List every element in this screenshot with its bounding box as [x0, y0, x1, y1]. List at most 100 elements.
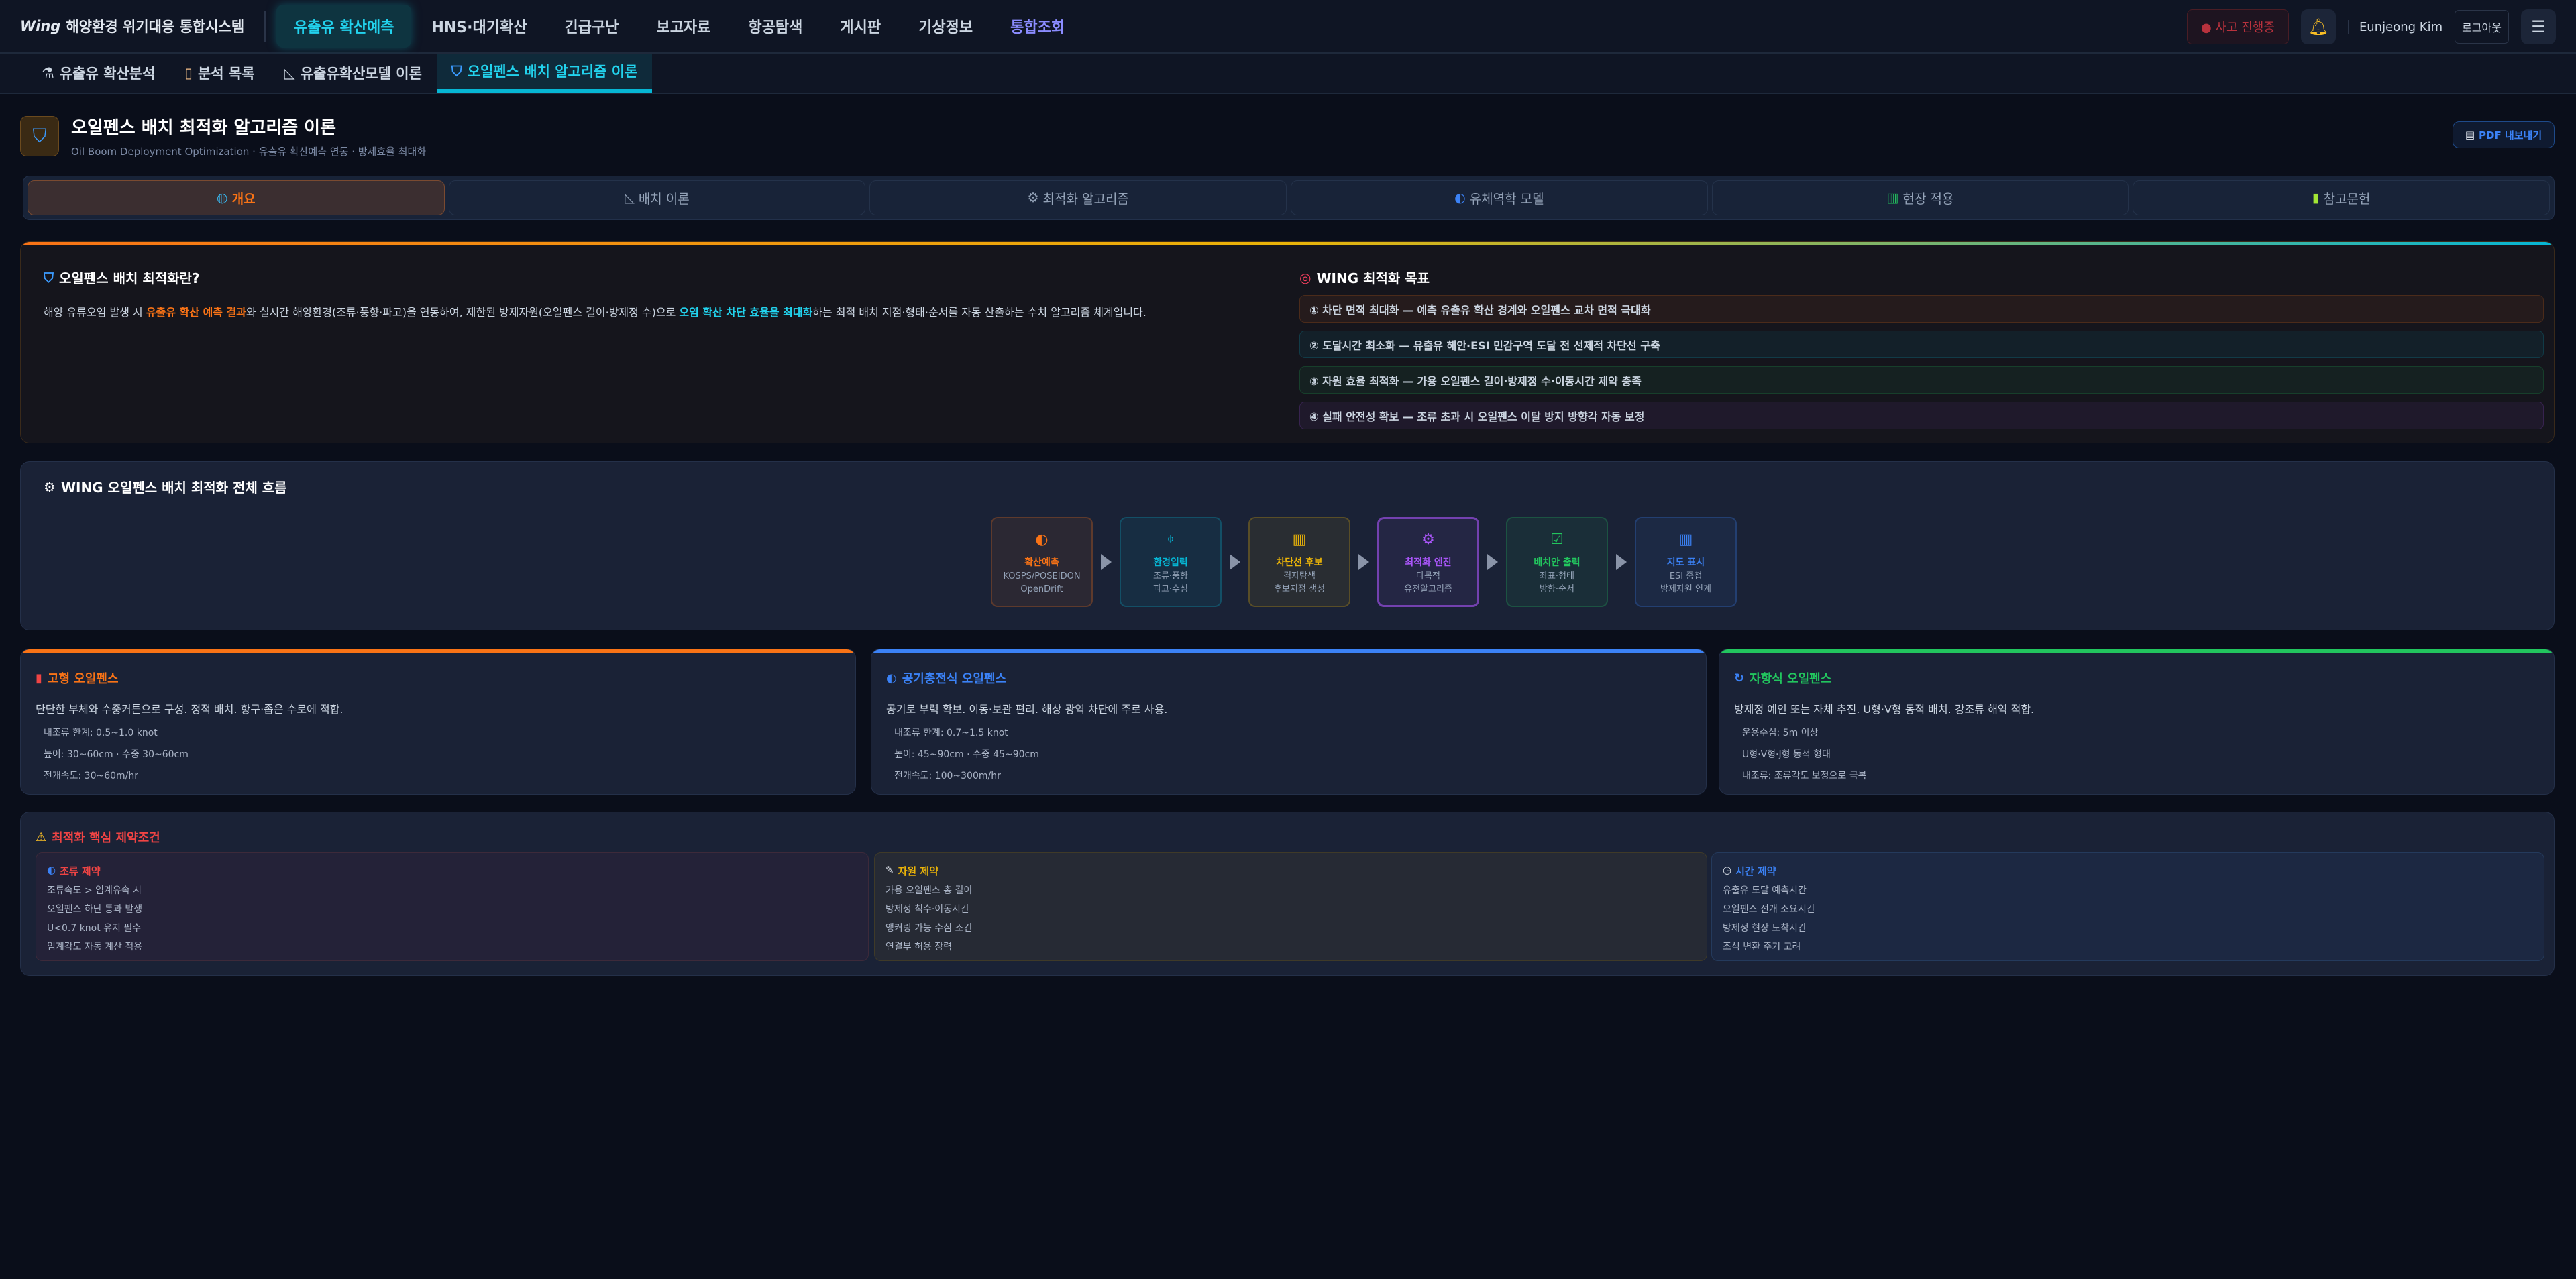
- goals-title: WING 최적화 목표: [1316, 270, 1430, 286]
- flow-step: ⚙ 최적화 엔진 다목적 유전알고리즘: [1377, 517, 1479, 607]
- flow-card: ⚙ WING 오일펜스 배치 최적화 전체 흐름 ◐ 확산예측 KOSPS/POSEI…: [20, 461, 2555, 630]
- subtab-boom-theory[interactable]: ⛉ 오일펜스 배치 알고리즘 이론: [436, 54, 653, 93]
- nav-rescue[interactable]: 긴급구난: [564, 19, 619, 36]
- gear-icon: ⚙: [1421, 531, 1435, 548]
- step-line: OpenDrift: [1020, 584, 1063, 594]
- wave-icon: ◐: [886, 671, 897, 685]
- map-icon: ▥: [1292, 531, 1307, 548]
- books-icon: ▮: [2312, 190, 2320, 205]
- boom-title: 공기충전식 오일펜스: [902, 672, 1007, 686]
- flow-step: ▥ 지도 표시 ESI 중첩 방제자원 연계: [1635, 517, 1737, 607]
- tab-label: 참고문헌: [2323, 191, 2371, 207]
- step-line: KOSPS/POSEIDON: [1003, 571, 1081, 581]
- overview-card: ⛉ 오일펜스 배치 최적화란? 해양 유류오염 발생 시 유출유 확산 예측 결과…: [20, 241, 2555, 443]
- step-line: 파고·수심: [1153, 584, 1188, 594]
- text: 하는 최적 배치 지점·형태·순서를 자동 산출하는 수치 알고리즘 체계입니다…: [812, 306, 1146, 319]
- boom-title: 고형 오일펜스: [47, 672, 119, 686]
- nav-integrated[interactable]: 통합조회: [1010, 19, 1065, 36]
- boom-spec: 운용수심: 5m 이상: [1742, 728, 1819, 738]
- nav-oil-spill[interactable]: 유출유 확산예측: [276, 5, 412, 48]
- nav-reports[interactable]: 보고자료: [656, 19, 711, 36]
- step-title: 배치안 출력: [1534, 557, 1580, 568]
- step-line: 방향·순서: [1540, 584, 1574, 594]
- menu-button[interactable]: ☰: [2521, 9, 2556, 44]
- page-header: ⛉ 오일펜스 배치 최적화 알고리즘 이론 Oil Boom Deploymen…: [20, 114, 426, 158]
- bell-icon: 🔔︎: [2308, 17, 2329, 36]
- boom-spec: 내조류: 조류각도 보정으로 극복: [1742, 771, 1867, 781]
- satellite-icon: ⌖: [1166, 531, 1175, 548]
- step-title: 최적화 엔진: [1405, 557, 1452, 568]
- goal-text: ① 차단 면적 최대화 — 예측 유출유 확산 경계와 오일펜스 교차 면적 극…: [1309, 303, 1651, 317]
- microscope-icon: ⚗: [42, 65, 54, 81]
- boom-spec: 높이: 30~60cm · 수중 30~60cm: [44, 749, 189, 760]
- pdf-export-button[interactable]: ▤ PDF 내보내기: [2453, 121, 2555, 148]
- constraint-line: 앵커링 가능 수심 조건: [885, 923, 973, 934]
- ruler-triangle-icon: ◺: [625, 190, 635, 205]
- gear-icon: ⚙: [44, 478, 56, 495]
- tab-references[interactable]: ▮ 참고문헌: [2133, 180, 2551, 215]
- refresh-icon: ↻: [1734, 671, 1745, 685]
- subtab-model-theory[interactable]: ◺ 유출유확산모델 이론: [270, 54, 437, 93]
- tab-label: 최적화 알고리즘: [1042, 191, 1129, 207]
- constraint-line: 오일펜스 하단 통과 발생: [47, 904, 143, 915]
- constraint-title: 조류 제약: [60, 865, 101, 877]
- fire-extinguisher-icon: ▮: [36, 671, 42, 685]
- flow-step: ◐ 확산예측 KOSPS/POSEIDON OpenDrift: [991, 517, 1093, 607]
- tab-label: 유체역학 모델: [1469, 191, 1544, 207]
- goal-text: ④ 실패 안전성 확보 — 조류 초과 시 오일펜스 이탈 방지 방향각 자동 …: [1309, 410, 1645, 423]
- target-icon: ◎: [1299, 269, 1311, 286]
- ruler-icon: ✎: [885, 864, 894, 876]
- user-name: Eunjeong Kim: [2347, 19, 2443, 34]
- step-line: ESI 중첩: [1669, 571, 1703, 581]
- tab-hydrodynamics[interactable]: ◐ 유체역학 모델: [1291, 180, 1708, 215]
- theory-tabs: ◍ 개요 ◺ 배치 이론 ⚙ 최적화 알고리즘 ◐ 유체역학 모델 ▥ 현장 적용 ▮ 참고…: [23, 176, 2555, 220]
- arrow-right-icon: [1230, 554, 1240, 570]
- constraint-line: 조류속도 > 임계유속 시: [47, 885, 142, 896]
- nav-aerial[interactable]: 항공탐색: [748, 19, 803, 36]
- overview-title: 오일펜스 배치 최적화란?: [59, 270, 200, 286]
- nav-weather[interactable]: 기상정보: [918, 19, 973, 36]
- document-icon: ▤: [2465, 129, 2475, 141]
- step-line: 유전알고리즘: [1404, 584, 1452, 594]
- constraint-line: 조석 변환 주기 고려: [1723, 942, 1801, 952]
- goal-text: ② 도달시간 최소화 — 유출유 해안·ESI 민감구역 도달 전 선제적 차단…: [1309, 339, 1660, 352]
- incident-status-button[interactable]: ● 사고 진행중: [2186, 9, 2289, 44]
- tab-optimization[interactable]: ⚙ 최적화 알고리즘: [869, 180, 1287, 215]
- tab-field[interactable]: ▥ 현장 적용: [1711, 180, 2129, 215]
- step-line: 좌표·형태: [1540, 571, 1574, 581]
- goal-item: ③ 자원 효율 최적화 — 가용 오일펜스 길이·방제정 수·이동시간 제약 충…: [1299, 366, 2544, 394]
- wave-icon: ◐: [47, 864, 56, 876]
- boom-spec: 내조류 한계: 0.7~1.5 knot: [894, 728, 1008, 738]
- notification-button[interactable]: 🔔︎: [2300, 9, 2336, 44]
- nav-board[interactable]: 게시판: [840, 19, 881, 36]
- highlight: 오염 확산 차단 효율을 최대화: [679, 306, 813, 319]
- constraint-line: 방제정 척수·이동시간: [885, 904, 969, 915]
- tab-deployment-theory[interactable]: ◺ 배치 이론: [448, 180, 866, 215]
- page-subtitle: Oil Boom Deployment Optimization · 유출유 확…: [71, 146, 427, 158]
- subtab-list[interactable]: ▯ 분석 목록: [170, 54, 269, 93]
- boom-spec: 전개속도: 30~60m/hr: [44, 771, 139, 781]
- constraints-title: 최적화 핵심 제약조건: [52, 831, 160, 845]
- arrow-right-icon: [1616, 554, 1627, 570]
- constraint-line: U<0.7 knot 유지 필수: [47, 923, 142, 934]
- clock-icon: ◷: [1723, 864, 1732, 876]
- shield-icon: ⛉: [451, 62, 462, 79]
- highlight: 유출유 확산 예측 결과: [146, 306, 247, 319]
- tab-overview[interactable]: ◍ 개요: [28, 180, 445, 215]
- constraint-box: ◷ 시간 제약 유출유 도달 예측시간 오일펜스 전개 소요시간 방제정 현장 도착시간…: [1711, 852, 2544, 961]
- goal-item: ② 도달시간 최소화 — 유출유 해안·ESI 민감구역 도달 전 선제적 차단…: [1299, 331, 2544, 358]
- nav-hns[interactable]: HNS·대기확산: [431, 19, 527, 36]
- logo-mark: Wing: [20, 18, 61, 34]
- shield-icon: ⛉: [44, 269, 54, 286]
- sub-nav: ⚗ 유출유 확산분석 ▯ 분석 목록 ◺ 유출유확산모델 이론 ⛉ 오일펜스 배치 알고…: [0, 54, 2576, 94]
- boom-type-card: ◐ 공기충전식 오일펜스 공기로 부력 확보. 이동·보관 편리. 해상 광역 차단…: [871, 649, 1707, 795]
- ruler-triangle-icon: ◺: [284, 65, 295, 81]
- step-line: 방제자원 연계: [1660, 584, 1711, 594]
- top-nav: Wing 해양환경 위기대응 통합시스템 유출유 확산예측 HNS·대기확산 긴급…: [0, 0, 2576, 54]
- constraint-line: 유출유 도달 예측시간: [1723, 885, 1807, 896]
- logout-button[interactable]: 로그아웃: [2455, 10, 2509, 44]
- subtab-analysis[interactable]: ⚗ 유출유 확산분석: [27, 54, 170, 93]
- constraints-card: ⚠ 최적화 핵심 제약조건 ◐ 조류 제약 조류속도 > 임계유속 시 오일펜스 하단 …: [20, 812, 2555, 976]
- step-title: 차단선 후보: [1276, 557, 1323, 568]
- app-logo[interactable]: Wing 해양환경 위기대응 통합시스템: [20, 11, 266, 42]
